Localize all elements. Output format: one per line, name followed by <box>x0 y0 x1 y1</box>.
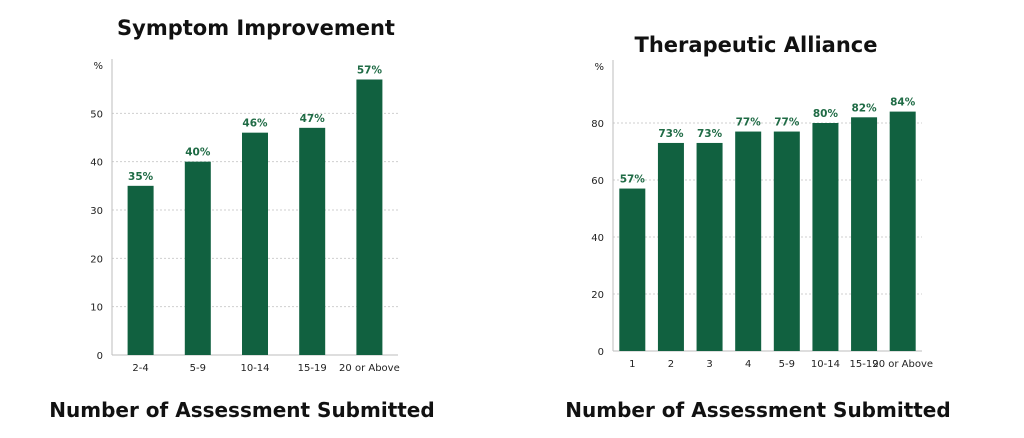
bar <box>184 161 211 355</box>
data-label: 57% <box>620 174 646 186</box>
bar <box>773 131 800 351</box>
y-tick-label: 60 <box>591 176 604 187</box>
y-tick-label: 30 <box>90 206 103 217</box>
bar <box>619 188 646 351</box>
x-tick-label: 1 <box>629 359 635 370</box>
data-label: 84% <box>890 97 916 109</box>
y-tick-label: 80 <box>591 119 604 130</box>
x-tick-label: 2 <box>668 359 674 370</box>
x-tick-label: 20 or Above <box>872 359 933 370</box>
y-tick-label: 20 <box>591 290 604 301</box>
data-label: 80% <box>813 108 839 120</box>
bar <box>889 111 916 351</box>
x-tick-label: 15-19 <box>850 359 879 370</box>
y-tick-label: 40 <box>591 233 604 244</box>
bar <box>299 127 326 355</box>
data-label: 47% <box>300 113 326 125</box>
x-tick-label: 4 <box>745 359 751 370</box>
symptom-improvement-chart: 0 10 20 30 40 50% 35% 2-4 40% 5-9 46% 10-14 47% 15-19… <box>90 59 400 374</box>
bar <box>657 142 684 351</box>
therapeutic-alliance-chart: 0 20 40 60 80% 57% 1 73% 2 73% 3 77% 4 77% 5-9 80% 10-14… <box>591 60 933 370</box>
data-label: 77% <box>774 117 800 129</box>
y-tick-label: 0 <box>97 351 103 362</box>
x-tick-label: 2-4 <box>132 363 148 374</box>
x-axis-label: Number of Assessment Submitted <box>49 398 435 422</box>
bar <box>812 123 839 351</box>
data-label: 73% <box>697 128 723 140</box>
x-axis-label: Number of Assessment Submitted <box>565 398 951 422</box>
bar <box>735 131 762 351</box>
bar <box>127 185 154 355</box>
data-label: 82% <box>851 102 877 114</box>
y-tick-label: 20 <box>90 254 103 265</box>
y-axis-label: % <box>594 62 604 73</box>
data-label: 46% <box>242 118 268 130</box>
bar <box>356 79 383 355</box>
chart-title: Symptom Improvement <box>117 16 395 40</box>
data-label: 40% <box>185 147 211 159</box>
y-tick-label: 50 <box>90 109 103 120</box>
x-tick-label: 10-14 <box>240 363 269 374</box>
data-label: 77% <box>736 117 762 129</box>
x-tick-label: 5-9 <box>190 363 206 374</box>
data-label: 73% <box>658 128 684 140</box>
chart-title: Therapeutic Alliance <box>634 33 878 57</box>
y-axis-label: % <box>93 61 103 72</box>
bar <box>851 117 878 351</box>
x-tick-label: 15-19 <box>298 363 327 374</box>
x-tick-label: 5-9 <box>779 359 795 370</box>
therapeutic-alliance-panel: Therapeutic Alliance 0 20 40 60 80% 57% 1 73% 2 7… <box>512 0 1024 438</box>
bar <box>242 132 268 355</box>
x-tick-label: 3 <box>706 359 712 370</box>
x-tick-label: 20 or Above <box>339 363 400 374</box>
data-label: 35% <box>128 171 154 183</box>
y-tick-label: 10 <box>90 303 103 314</box>
y-tick-label: 40 <box>90 158 103 169</box>
data-label: 57% <box>357 65 383 77</box>
x-tick-label: 10-14 <box>811 359 840 370</box>
y-tick-label: 0 <box>598 347 604 358</box>
bar <box>696 142 723 351</box>
symptom-improvement-panel: Symptom Improvement 0 10 20 30 40 50% 35% 2-4 40… <box>49 16 435 422</box>
